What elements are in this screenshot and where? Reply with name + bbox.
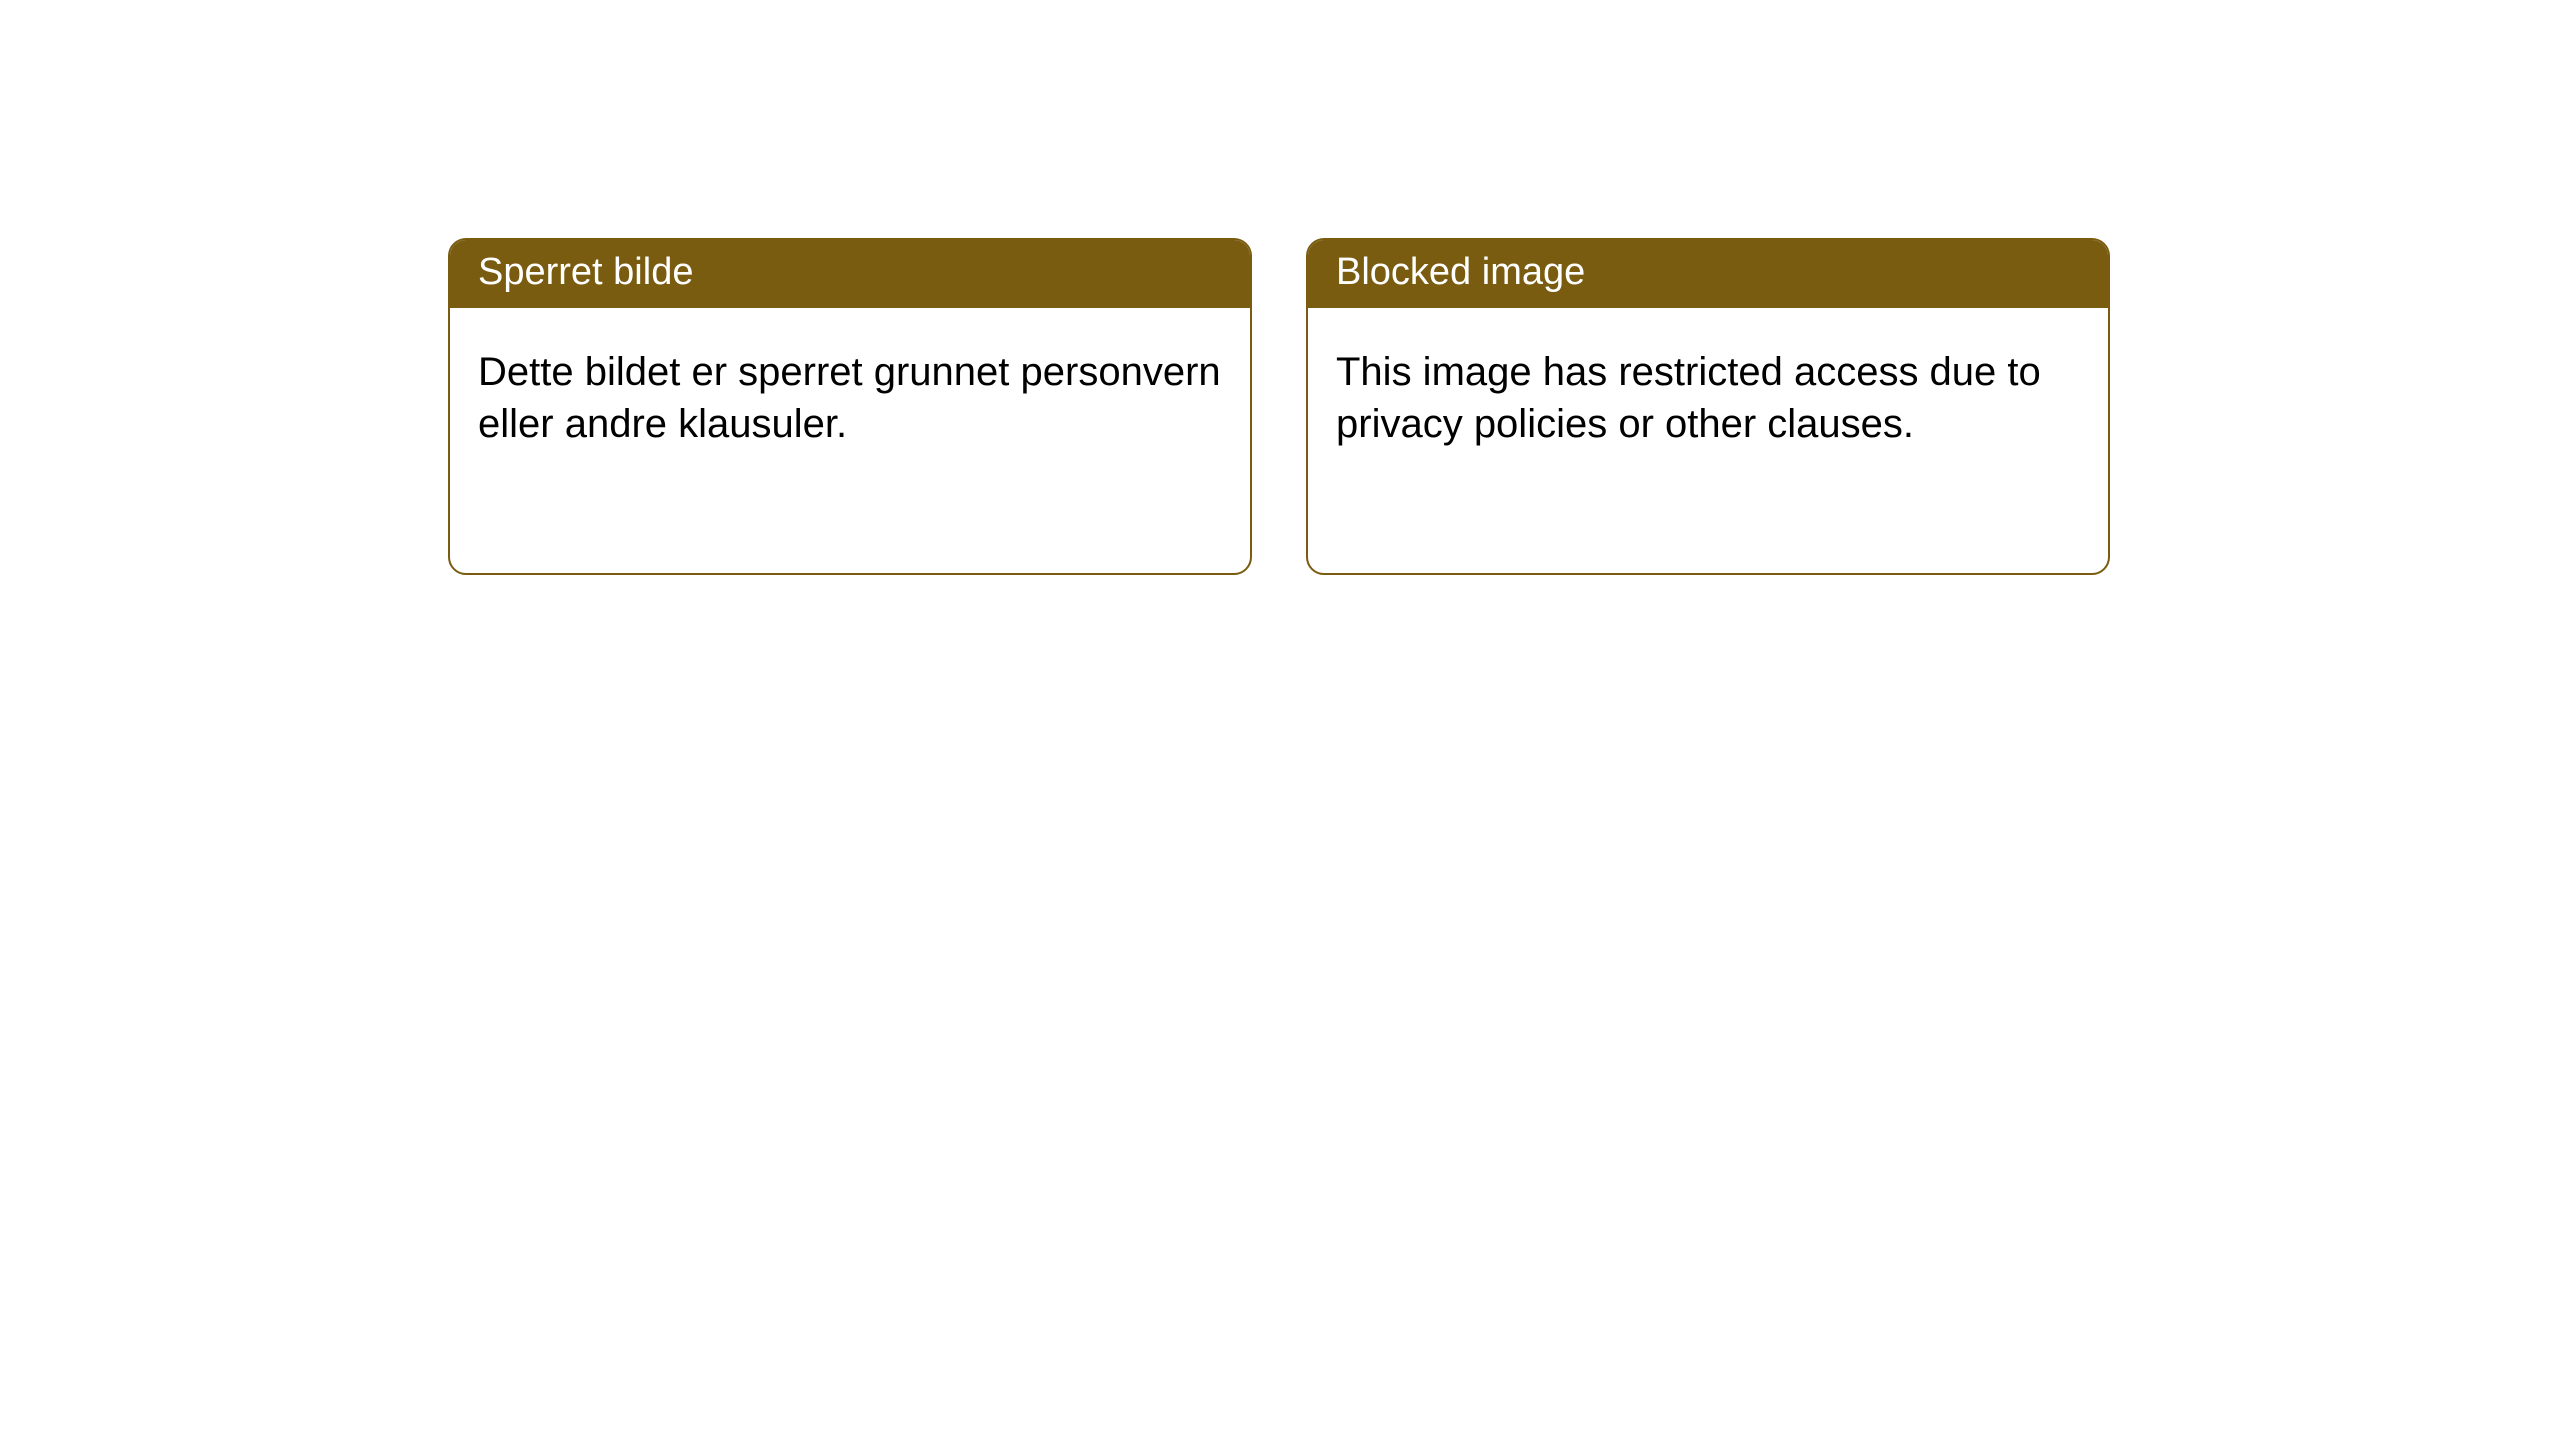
notice-body: This image has restricted access due to …	[1308, 308, 2108, 478]
notice-card-norwegian: Sperret bilde Dette bildet er sperret gr…	[448, 238, 1252, 575]
notice-title: Blocked image	[1336, 251, 1585, 293]
notice-body-text: This image has restricted access due to …	[1336, 350, 2041, 446]
notice-header: Blocked image	[1308, 240, 2108, 308]
notice-card-english: Blocked image This image has restricted …	[1306, 238, 2110, 575]
notice-body-text: Dette bildet er sperret grunnet personve…	[478, 350, 1221, 446]
notice-container: Sperret bilde Dette bildet er sperret gr…	[0, 0, 2560, 575]
notice-body: Dette bildet er sperret grunnet personve…	[450, 308, 1250, 478]
notice-header: Sperret bilde	[450, 240, 1250, 308]
notice-title: Sperret bilde	[478, 251, 693, 293]
